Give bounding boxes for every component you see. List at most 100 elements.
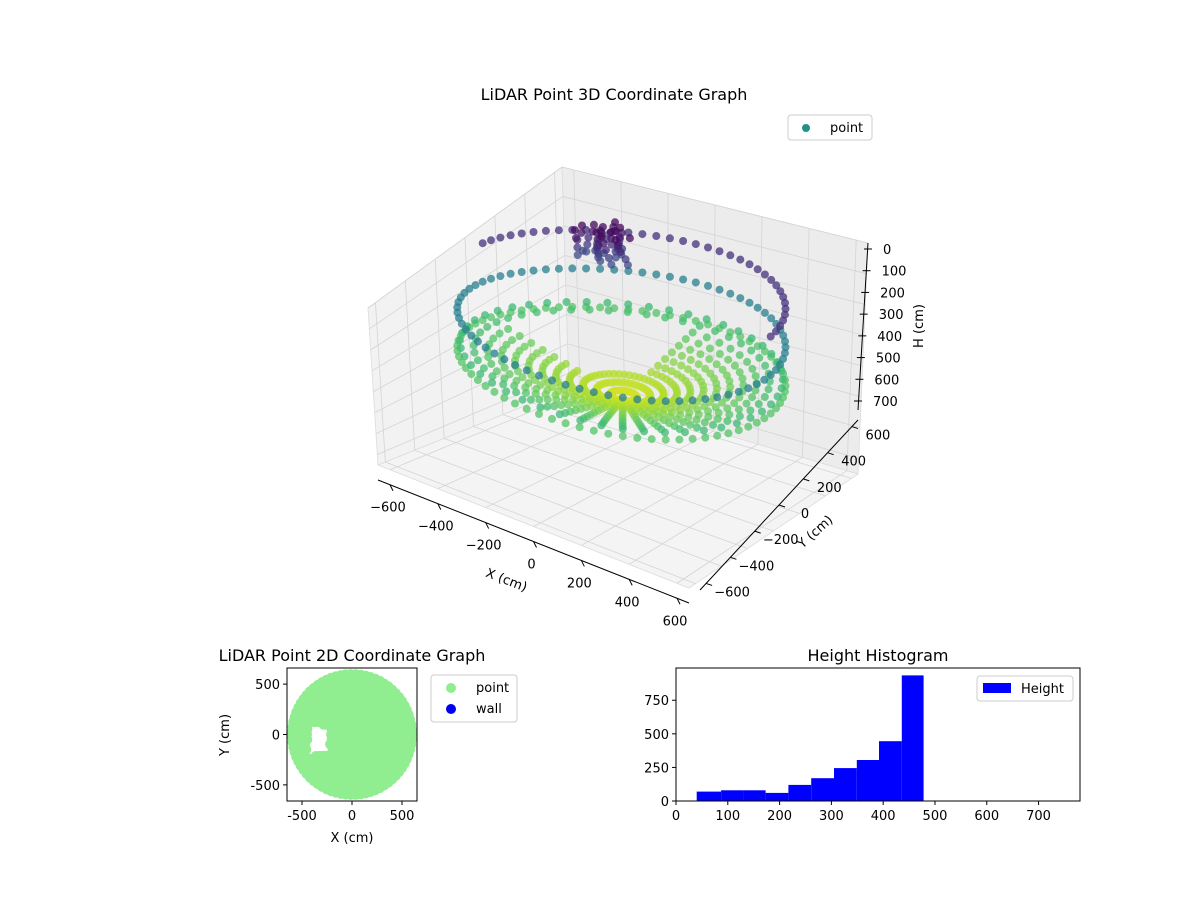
x-tick-label-hist: 400 bbox=[871, 809, 896, 824]
x-tick-3d bbox=[437, 503, 442, 510]
z-tick-label-3d: 200 bbox=[880, 286, 905, 301]
scatter-point-3d bbox=[644, 302, 653, 311]
scatter-point-3d bbox=[743, 357, 752, 366]
x-tick-label-2d: -500 bbox=[287, 809, 317, 824]
scatter-point-3d bbox=[573, 243, 582, 252]
histogram-bar bbox=[901, 675, 924, 801]
scatter-point-3d bbox=[525, 300, 533, 309]
y-tick-3d bbox=[827, 452, 834, 456]
scatter-point-3d bbox=[752, 418, 761, 427]
scatter-point-3d bbox=[487, 360, 496, 368]
scatter-point-3d bbox=[760, 392, 769, 401]
scatter-point-3d bbox=[614, 242, 623, 250]
scatter-point-3d bbox=[573, 251, 582, 259]
scatter-point-3d bbox=[604, 429, 613, 438]
chart-3d-title: LiDAR Point 3D Coordinate Graph bbox=[481, 85, 748, 104]
scatter-point-3d bbox=[582, 247, 591, 256]
scatter-point-3d bbox=[717, 423, 726, 432]
scatter-point-3d bbox=[599, 239, 608, 248]
scatter-point-3d bbox=[705, 355, 714, 364]
scatter-point-3d bbox=[517, 268, 526, 276]
scatter-point-3d bbox=[582, 264, 591, 273]
y-tick-3d bbox=[851, 426, 859, 430]
scatter-point-3d bbox=[674, 341, 683, 350]
scatter-point-3d bbox=[767, 275, 776, 284]
scatter-point-3d bbox=[724, 333, 733, 341]
chart-2d-title: LiDAR Point 2D Coordinate Graph bbox=[219, 646, 486, 665]
scatter-point-3d bbox=[567, 305, 576, 314]
scatter-point-3d bbox=[492, 318, 501, 327]
scatter-point-3d bbox=[678, 317, 687, 326]
scatter-point-3d bbox=[535, 395, 544, 404]
scatter-point-3d bbox=[751, 386, 760, 395]
scatter-point-3d bbox=[715, 349, 724, 358]
scatter-point-3d bbox=[606, 228, 615, 237]
scatter-point-3d bbox=[767, 314, 776, 323]
scatter-point-3d bbox=[695, 321, 704, 330]
grid-line-y-wall bbox=[375, 302, 386, 463]
scatter-point-3d bbox=[778, 375, 787, 384]
y-tick-label-3d: 0 bbox=[801, 507, 809, 522]
scatter-point-3d bbox=[467, 361, 475, 370]
scatter-point-3d bbox=[781, 304, 790, 313]
scatter-point-3d bbox=[758, 407, 766, 416]
scatter-point-3d bbox=[652, 309, 661, 317]
scatter-point-3d bbox=[767, 349, 776, 358]
scatter-point-3d bbox=[737, 339, 745, 348]
scatter-point-3d bbox=[550, 402, 559, 410]
scatter-point-3d bbox=[548, 376, 556, 385]
scatter-point-3d bbox=[506, 231, 515, 240]
scatter-point-3d bbox=[705, 344, 714, 353]
scatter-point-3d bbox=[554, 264, 563, 273]
scatter-point-3d bbox=[616, 248, 625, 257]
scatter-point-3d bbox=[712, 360, 721, 369]
scatter-point-3d bbox=[518, 373, 527, 382]
scatter-point-3d bbox=[726, 344, 735, 353]
scatter-point-3d bbox=[541, 265, 550, 274]
scatter-point-3d bbox=[500, 355, 509, 364]
scatter-point-3d bbox=[694, 339, 703, 348]
scatter-point-3d bbox=[686, 355, 695, 364]
scatter-point-3d bbox=[704, 281, 712, 290]
scatter-point-3d bbox=[596, 303, 605, 312]
scatter-point-3d bbox=[699, 426, 708, 435]
scatter-point-3d bbox=[766, 409, 775, 418]
scatter-point-3d bbox=[529, 228, 538, 236]
legend-3d-marker bbox=[802, 124, 810, 132]
scatter-point-3d bbox=[543, 298, 552, 307]
z-tick-label-3d: 0 bbox=[883, 243, 891, 258]
scatter-point-3d bbox=[677, 361, 686, 370]
scatter-point-3d bbox=[583, 240, 592, 249]
scatter-point-3d bbox=[709, 420, 717, 429]
scatter-point-3d bbox=[487, 313, 495, 322]
scatter-point-3d bbox=[714, 408, 723, 417]
scatter-point-3d bbox=[601, 246, 610, 254]
floor-pane bbox=[376, 387, 859, 589]
scatter-point-3d bbox=[744, 384, 753, 393]
x-axis-label-3d: X (cm) bbox=[483, 566, 529, 595]
scatter-point-3d bbox=[688, 434, 697, 443]
scatter-point-3d bbox=[723, 417, 732, 426]
y-tick-label-2d: -500 bbox=[250, 779, 280, 794]
scatter-point-3d bbox=[718, 365, 727, 374]
legend-2d-marker-point bbox=[446, 683, 456, 693]
scatter-point-3d bbox=[596, 264, 605, 273]
x-tick-3d bbox=[485, 522, 490, 529]
histogram-bar bbox=[856, 760, 880, 801]
scatter-point-3d bbox=[702, 315, 711, 324]
scatter-point-3d bbox=[456, 344, 465, 353]
scatter-point-3d bbox=[594, 250, 603, 259]
y-tick-label-hist: 500 bbox=[644, 728, 669, 743]
scatter-point-3d bbox=[715, 285, 724, 294]
x-tick-label-hist: 200 bbox=[767, 809, 792, 824]
scatter-point-3d bbox=[684, 310, 693, 319]
scatter-point-3d bbox=[532, 308, 541, 317]
scatter-point-3d bbox=[700, 418, 709, 427]
scatter-point-3d bbox=[715, 338, 724, 347]
scatter-point-3d bbox=[535, 410, 543, 418]
scatter-point-3d bbox=[508, 303, 517, 312]
grid-line-z bbox=[369, 196, 867, 330]
scatter-point-3d bbox=[457, 319, 466, 328]
scatter-point-3d bbox=[487, 274, 495, 283]
scatter-point-3d bbox=[564, 400, 573, 409]
